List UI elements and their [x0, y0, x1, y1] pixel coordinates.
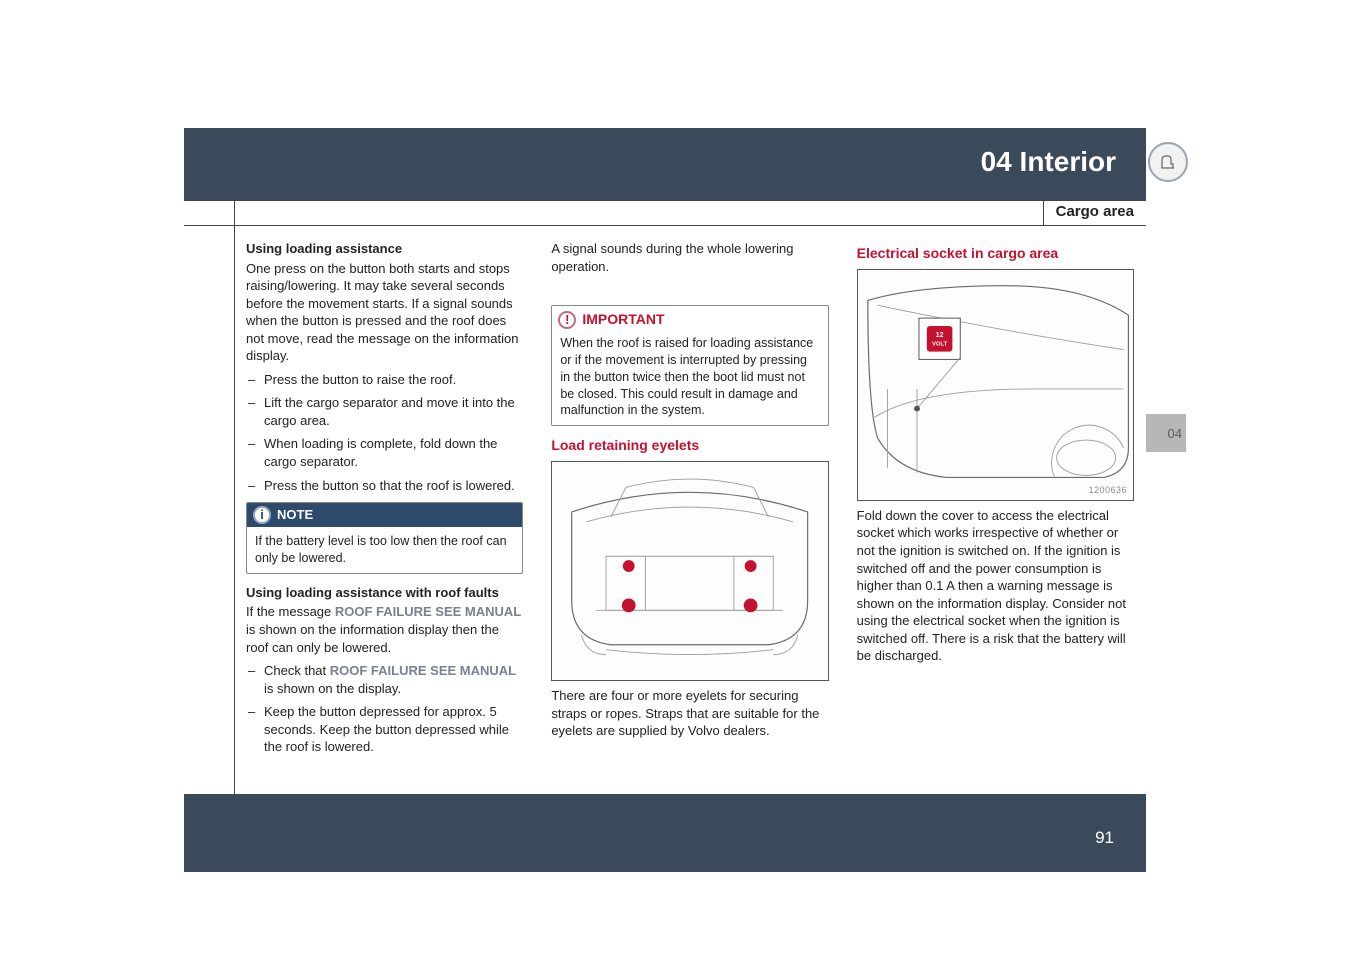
list-item: When loading is complete, fold down the … — [246, 435, 523, 470]
steps-loading-assistance: Press the button to raise the roof. Lift… — [246, 371, 523, 494]
note-label: NOTE — [277, 506, 313, 524]
important-header: ! IMPORTANT — [552, 306, 827, 329]
column-1: Using loading assistance One press on th… — [246, 240, 523, 764]
note-body: If the battery level is too low then the… — [247, 527, 522, 573]
page-number: 91 — [1095, 828, 1114, 848]
text-fragment: is shown on the display. — [264, 681, 401, 696]
list-item: Press the button so that the roof is low… — [246, 477, 523, 495]
section-title: Cargo area — [1043, 201, 1146, 225]
left-rule — [234, 200, 235, 794]
heading-loading-assistance: Using loading assistance — [246, 240, 523, 258]
note-callout: i NOTE If the battery level is too low t… — [246, 502, 523, 574]
para-loading-assistance: One press on the button both starts and … — [246, 260, 523, 365]
warning-icon: ! — [558, 311, 576, 329]
figure-id: 1200636 — [1088, 484, 1127, 496]
heading-roof-faults: Using loading assistance with roof fault… — [246, 584, 523, 602]
interior-seat-icon — [1148, 142, 1188, 182]
display-message: ROOF FAILURE SEE MANUAL — [330, 663, 516, 678]
figure-load-eyelets — [551, 461, 828, 681]
chapter-side-tab: 04 — [1146, 414, 1186, 452]
section-title-bar: Cargo area — [184, 200, 1146, 226]
heading-electrical-socket: Electrical socket in cargo area — [857, 244, 1134, 263]
important-body: When the roof is raised for loading assi… — [552, 329, 827, 425]
text-fragment: If the message — [246, 604, 335, 619]
footer-band: 91 — [184, 794, 1146, 872]
para-roof-faults: If the message ROOF FAILURE SEE MANUAL i… — [246, 603, 523, 656]
text-fragment: is shown on the information display then… — [246, 622, 499, 655]
para-electrical-socket: Fold down the cover to access the electr… — [857, 507, 1134, 665]
page-frame: 04 Interior Cargo area 04 Using loading … — [184, 0, 1146, 954]
chapter-header-band: 04 Interior — [184, 128, 1146, 200]
info-icon: i — [253, 506, 271, 524]
list-item: Lift the cargo separator and move it int… — [246, 394, 523, 429]
chapter-title: 04 Interior — [981, 146, 1116, 178]
important-callout: ! IMPORTANT When the roof is raised for … — [551, 305, 828, 426]
figure-electrical-socket: 12 VOLT 1200636 — [857, 269, 1134, 501]
display-message: ROOF FAILURE SEE MANUAL — [335, 604, 521, 619]
content-columns: Using loading assistance One press on th… — [246, 240, 1134, 764]
important-label: IMPORTANT — [582, 310, 664, 329]
para-eyelets: There are four or more eyelets for secur… — [551, 687, 828, 740]
list-item: Keep the button depressed for approx. 5 … — [246, 703, 523, 756]
para-signal-lowering: A signal sounds during the whole lowerin… — [551, 240, 828, 275]
column-2: A signal sounds during the whole lowerin… — [551, 240, 828, 764]
column-3: Electrical socket in cargo area 12 VOLT — [857, 240, 1134, 764]
list-item: Press the button to raise the roof. — [246, 371, 523, 389]
note-header: i NOTE — [247, 503, 522, 527]
list-item: Check that ROOF FAILURE SEE MANUAL is sh… — [246, 662, 523, 697]
svg-text:12: 12 — [935, 332, 943, 339]
text-fragment: Check that — [264, 663, 330, 678]
svg-text:VOLT: VOLT — [932, 342, 948, 348]
heading-load-eyelets: Load retaining eyelets — [551, 436, 828, 455]
steps-roof-faults: Check that ROOF FAILURE SEE MANUAL is sh… — [246, 662, 523, 756]
top-margin — [184, 0, 1146, 128]
